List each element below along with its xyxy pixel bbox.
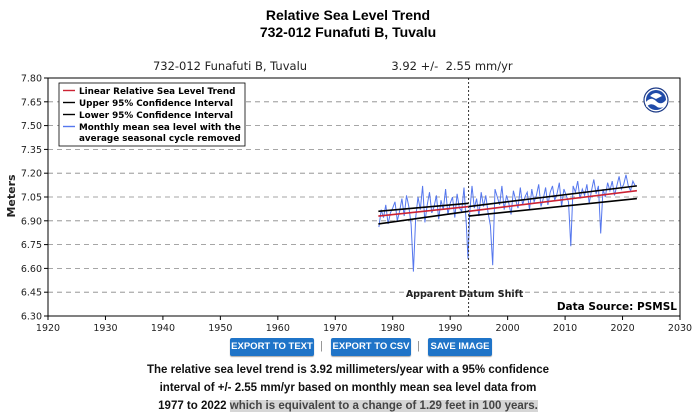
- button-separator: |: [320, 340, 323, 352]
- legend-item-monthly-line2: average seasonal cycle removed: [79, 134, 241, 144]
- legend-item-lower-ci: Lower 95% Confidence Interval: [79, 111, 233, 121]
- y-tick-label: 6.60: [21, 264, 42, 275]
- y-tick-label: 6.75: [21, 240, 42, 251]
- y-tick-label: 7.20: [21, 169, 42, 180]
- description-highlight: which is equivalent to a change of 1.29 …: [229, 400, 538, 412]
- series-upper-confidence: [378, 202, 469, 213]
- x-tick-label: 1930: [93, 323, 117, 332]
- noaa-logo-bird: [650, 93, 662, 99]
- legend-item-trend: Linear Relative Sea Level Trend: [79, 87, 235, 97]
- y-tick-label: 7.05: [21, 193, 42, 204]
- y-tick-label: 7.50: [21, 121, 42, 132]
- series-monthly-mean: [378, 174, 636, 272]
- chart-title: Relative Sea Level Trend: [265, 7, 431, 23]
- sea-level-chart: 732-012 Funafuti B, Tuvalu 3.92 +/- 2.55…: [5, 59, 692, 333]
- x-tick-label: 1970: [323, 323, 347, 332]
- y-tick-label: 6.45: [21, 288, 42, 299]
- series-upper-confidence: [468, 185, 638, 208]
- description-line-2: interval of +/- 2.55 mm/yr based on mont…: [159, 382, 537, 394]
- export-to-text-button[interactable]: EXPORT TO TEXT: [230, 338, 314, 356]
- x-tick-label: 2020: [610, 323, 634, 332]
- series-lower-confidence: [378, 210, 469, 225]
- chart-subtitle: 732-012 Funafuti B, Tuvalu: [259, 24, 437, 40]
- x-tick-label: 2000: [496, 323, 520, 332]
- y-tick-label: 7.35: [21, 145, 42, 156]
- x-tick-label: 1940: [151, 323, 175, 332]
- noaa-logo: [643, 87, 669, 113]
- series-linear-trend: [468, 189, 638, 213]
- plot-area: 6.30 6.45 6.60 6.75 6.90 7.05 7.20 7.35 7.50 7.65…: [21, 74, 692, 333]
- description-line-1: The relative sea level trend is 3.92 mil…: [146, 364, 550, 376]
- y-tick-label: 6.90: [21, 216, 42, 227]
- legend-item-upper-ci: Upper 95% Confidence Interval: [79, 99, 233, 109]
- x-tick-label: 1950: [208, 323, 232, 332]
- series-lower-confidence: [468, 197, 637, 217]
- y-axis-label: Meters: [5, 174, 18, 218]
- export-to-csv-button[interactable]: EXPORT TO CSV: [331, 338, 411, 356]
- noaa-logo-wave: [646, 98, 666, 108]
- y-tick-label: 7.65: [21, 97, 42, 108]
- save-image-button[interactable]: SAVE IMAGE: [428, 338, 492, 356]
- legend-box: [58, 82, 246, 147]
- x-tick-label: 2010: [553, 323, 577, 332]
- x-tick-label: 1960: [266, 323, 290, 332]
- plot-frame: [47, 77, 681, 317]
- x-tick-label: 1990: [438, 323, 462, 332]
- datum-shift-label: Apparent Datum Shift: [406, 289, 524, 300]
- description-line-3: 1977 to 2022 which is equivalent to a ch…: [0, 397, 696, 415]
- series-linear-trend: [378, 205, 469, 217]
- button-separator: |: [417, 340, 420, 352]
- x-tick-label: 2030: [668, 323, 692, 332]
- description-line-3-text: 1977 to 2022: [158, 400, 230, 412]
- chart-header-rate: 3.92 +/- 2.55 mm/yr: [391, 59, 513, 73]
- data-source-label: Data Source: PSMSL: [557, 301, 677, 313]
- x-tick-label: 1980: [381, 323, 405, 332]
- y-tick-label: 7.80: [21, 74, 42, 85]
- legend-item-monthly: Monthly mean sea level with the: [79, 123, 241, 133]
- x-tick-label: 1920: [36, 323, 60, 332]
- chart-header-station: 732-012 Funafuti B, Tuvalu: [153, 59, 307, 73]
- y-tick-label: 6.30: [21, 312, 42, 323]
